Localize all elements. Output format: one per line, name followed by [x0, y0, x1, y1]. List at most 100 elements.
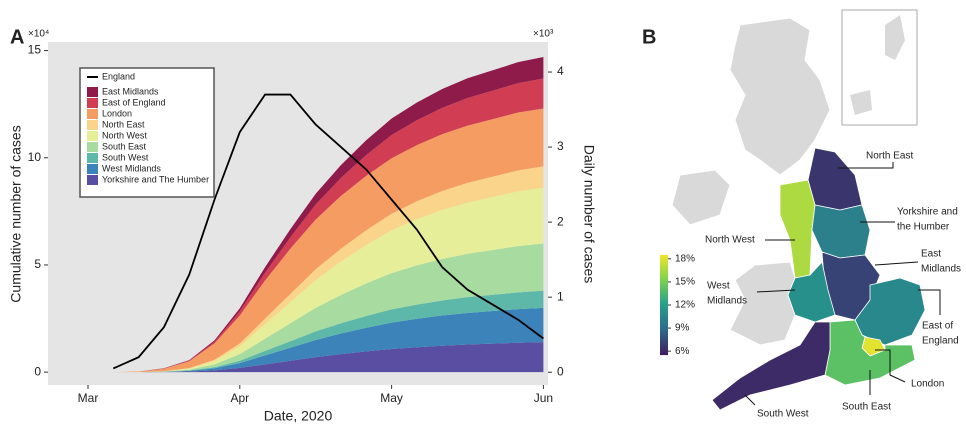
region	[854, 277, 926, 346]
y-tick-label: 15	[28, 43, 42, 57]
colorbar-cell	[660, 320, 668, 324]
line	[112, 93, 544, 370]
colorbar-cell	[660, 300, 668, 304]
colorbar-cell	[660, 288, 668, 292]
y2-tick-label: 1	[557, 289, 564, 303]
colorbar-cell	[660, 254, 668, 258]
legend-label: South East	[102, 141, 147, 151]
y2-multiplier: ×10³	[533, 29, 554, 40]
colorbar-cell	[660, 348, 668, 352]
region-label: West	[707, 281, 730, 292]
region	[807, 147, 863, 211]
colorbar-cell	[660, 326, 668, 330]
colorbar-cell	[660, 274, 668, 278]
colorbar-cell	[660, 328, 668, 332]
colorbar-cell	[660, 284, 668, 288]
region	[787, 261, 836, 323]
colorbar-cell	[660, 350, 668, 354]
colorbar-cell	[660, 338, 668, 342]
legend-label: East Midlands	[102, 86, 159, 96]
legend-label: London	[102, 108, 132, 118]
colorbar-cell	[660, 304, 668, 308]
colorbar-cell	[660, 308, 668, 312]
colorbar-tick-label: 9%	[675, 323, 690, 334]
colorbar-cell	[660, 322, 668, 326]
region-label: the Humber	[897, 222, 950, 233]
legend-label: East of England	[102, 97, 166, 107]
legend-label: South West	[102, 152, 149, 162]
colorbar-tick-label: 12%	[675, 300, 695, 311]
colorbar-cell	[660, 292, 668, 296]
region-label: South East	[842, 402, 891, 413]
colorbar-cell	[660, 268, 668, 272]
legend-swatch	[87, 131, 98, 141]
region	[824, 319, 916, 386]
colorbar-cell	[660, 286, 668, 290]
colorbar-cell	[660, 306, 668, 310]
region-label: East	[921, 249, 941, 260]
colorbar-cell	[660, 336, 668, 340]
colorbar-cell	[660, 264, 668, 268]
colorbar-cell	[660, 272, 668, 276]
colorbar-cell	[660, 342, 668, 346]
colorbar-cell	[660, 330, 668, 334]
region	[711, 321, 831, 411]
legend-label: North East	[102, 119, 145, 129]
panel-label: B	[642, 26, 656, 48]
colorbar-cell	[660, 302, 668, 306]
leader-lines	[744, 162, 941, 406]
colorbar-cell	[660, 346, 668, 350]
y-tick-label: 10	[28, 150, 42, 164]
colorbar-cell	[660, 270, 668, 274]
colorbar-cell	[660, 266, 668, 270]
y2-axis-label: Daily number of cases	[581, 145, 597, 284]
legend-swatch	[87, 87, 98, 97]
colorbar-cell	[660, 256, 668, 260]
legend-label: England	[102, 71, 135, 81]
x-tick-label: Mar	[78, 391, 99, 405]
panel-label: A	[10, 26, 24, 48]
colorbar-cell	[660, 332, 668, 336]
legend-swatch	[87, 175, 98, 185]
colorbar-tick-label: 15%	[675, 277, 695, 288]
map	[671, 9, 941, 411]
legend-box	[79, 67, 215, 198]
x-tick-label: Jun	[534, 391, 553, 405]
colorbar-cell	[660, 296, 668, 300]
colorbar-cell	[660, 278, 668, 282]
legend-swatch	[87, 164, 98, 174]
region-label: North West	[705, 235, 755, 246]
areas	[88, 57, 544, 373]
y2-tick-label: 0	[557, 364, 564, 378]
northern-ireland	[671, 169, 731, 226]
colorbar-cell	[660, 282, 668, 286]
region-label: Midlands	[921, 264, 961, 275]
inset-box	[841, 9, 918, 126]
colorbar-cell	[660, 276, 668, 280]
colorbar-cell	[660, 294, 668, 298]
x-axis-label: Date, 2020	[264, 408, 333, 424]
legend-swatch	[87, 142, 98, 152]
shetland	[885, 15, 905, 60]
region-label: East of	[922, 321, 953, 332]
legend-swatch	[87, 109, 98, 119]
colorbar-cell	[660, 352, 668, 356]
colorbar-cell	[660, 262, 668, 266]
colorbar-cell	[660, 318, 668, 322]
orkney	[850, 90, 872, 115]
legend-label: Yorkshire and The Humber	[102, 174, 209, 184]
region-label: Yorkshire and	[897, 207, 958, 218]
y-tick-label: 0	[34, 364, 41, 378]
y2-tick-label: 3	[557, 139, 564, 153]
x-tick-label: May	[380, 391, 403, 405]
legend-label: North West	[102, 130, 147, 140]
colorbar-cell	[660, 290, 668, 294]
region-label: South West	[757, 409, 809, 420]
colorbar-cell	[660, 298, 668, 302]
legend-swatch	[87, 98, 98, 108]
scotland	[729, 17, 831, 176]
colorbar-tick-label: 18%	[675, 253, 695, 264]
colorbar-cell	[660, 260, 668, 264]
